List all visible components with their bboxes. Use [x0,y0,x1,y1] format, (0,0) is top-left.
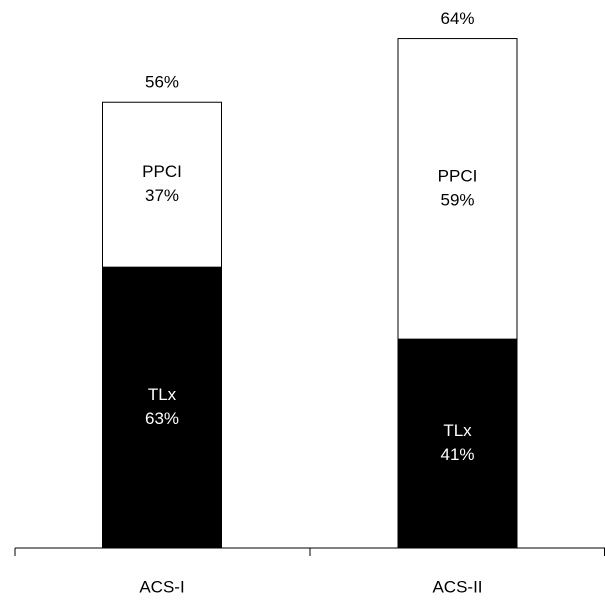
total-label: 64% [440,9,474,28]
segment-name: PPCI [142,162,182,181]
bar-segment [397,38,518,340]
x-tick-label: ACS-I [139,577,184,596]
x-tick-label: ACS-II [432,577,482,596]
segment-label: 41% [440,445,474,464]
segment-name: TLx [148,385,177,404]
bar-segment [102,266,222,549]
segment-label: 59% [440,190,474,209]
segment-label: 63% [145,409,179,428]
total-label: 56% [145,73,179,92]
bar-segment [397,338,518,549]
bar-segment [102,101,222,268]
segment-label: 37% [145,186,179,205]
segment-name: PPCI [438,166,478,185]
segment-name: TLx [443,421,472,440]
